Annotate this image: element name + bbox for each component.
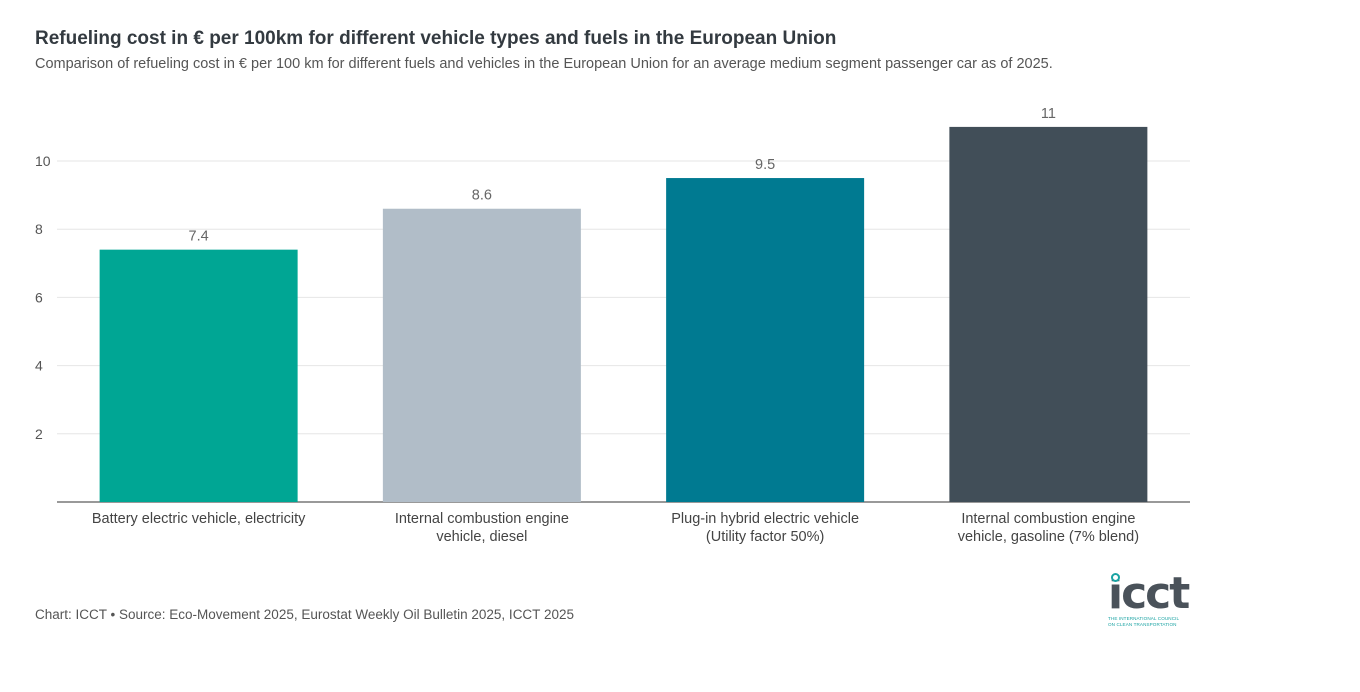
bar-value-label: 11 xyxy=(1041,106,1056,122)
x-category-label-line: (Utility factor 50%) xyxy=(706,529,824,545)
logo-text: icct xyxy=(1108,568,1190,619)
x-category-label-line: Battery electric vehicle, electricity xyxy=(92,511,306,527)
x-category-label-line: Internal combustion engine xyxy=(961,511,1135,527)
logo-wordmark: icct xyxy=(1108,572,1192,616)
x-category-label: Internal combustion engine vehicle, diese… xyxy=(395,511,569,545)
y-tick-label: 2 xyxy=(35,426,43,442)
logo-tagline-1: THE INTERNATIONAL COUNCIL xyxy=(1108,616,1180,621)
y-tick-label: 8 xyxy=(35,221,43,237)
bar xyxy=(949,126,1148,503)
logo-dot-icon xyxy=(1111,573,1120,582)
bars xyxy=(99,126,1148,503)
logo-tagline-2: ON CLEAN TRANSPORTATION xyxy=(1108,621,1177,627)
x-category-label: Battery electric vehicle, electricity xyxy=(92,511,306,527)
bar xyxy=(99,249,298,502)
chart-subtitle: Comparison of refueling cost in € per 10… xyxy=(35,56,1053,72)
y-tick-label: 4 xyxy=(35,358,43,374)
x-category-label-line: Plug-in hybrid electric vehicle xyxy=(671,511,859,527)
bar-value-label: 7.4 xyxy=(189,229,209,245)
bar xyxy=(382,208,581,503)
y-tick-label: 10 xyxy=(35,153,51,169)
source-note: Chart: ICCT • Source: Eco-Movement 2025,… xyxy=(35,607,574,622)
labels: 2 4 6 8 10 7.4 Battery electric vehicle, elect… xyxy=(35,106,1139,545)
x-category-label-line: vehicle, diesel xyxy=(436,529,527,545)
x-category-label-line: vehicle, gasoline (7% blend) xyxy=(958,529,1139,545)
icct-logo[interactable]: icct THE INTERNATIONAL COUNCIL ON CLEAN … xyxy=(1108,572,1192,627)
y-tick-label: 6 xyxy=(35,289,43,305)
x-category-label: Internal combustion engine vehicle, gasol… xyxy=(958,511,1139,545)
bar-value-label: 9.5 xyxy=(755,157,775,173)
bar xyxy=(666,178,865,503)
x-category-label-line: Internal combustion engine xyxy=(395,511,569,527)
x-category-label: Plug-in hybrid electric vehicle (Utility … xyxy=(671,511,859,545)
chart-title: Refueling cost in € per 100km for differ… xyxy=(35,28,837,49)
bar-value-label: 8.6 xyxy=(472,188,492,204)
